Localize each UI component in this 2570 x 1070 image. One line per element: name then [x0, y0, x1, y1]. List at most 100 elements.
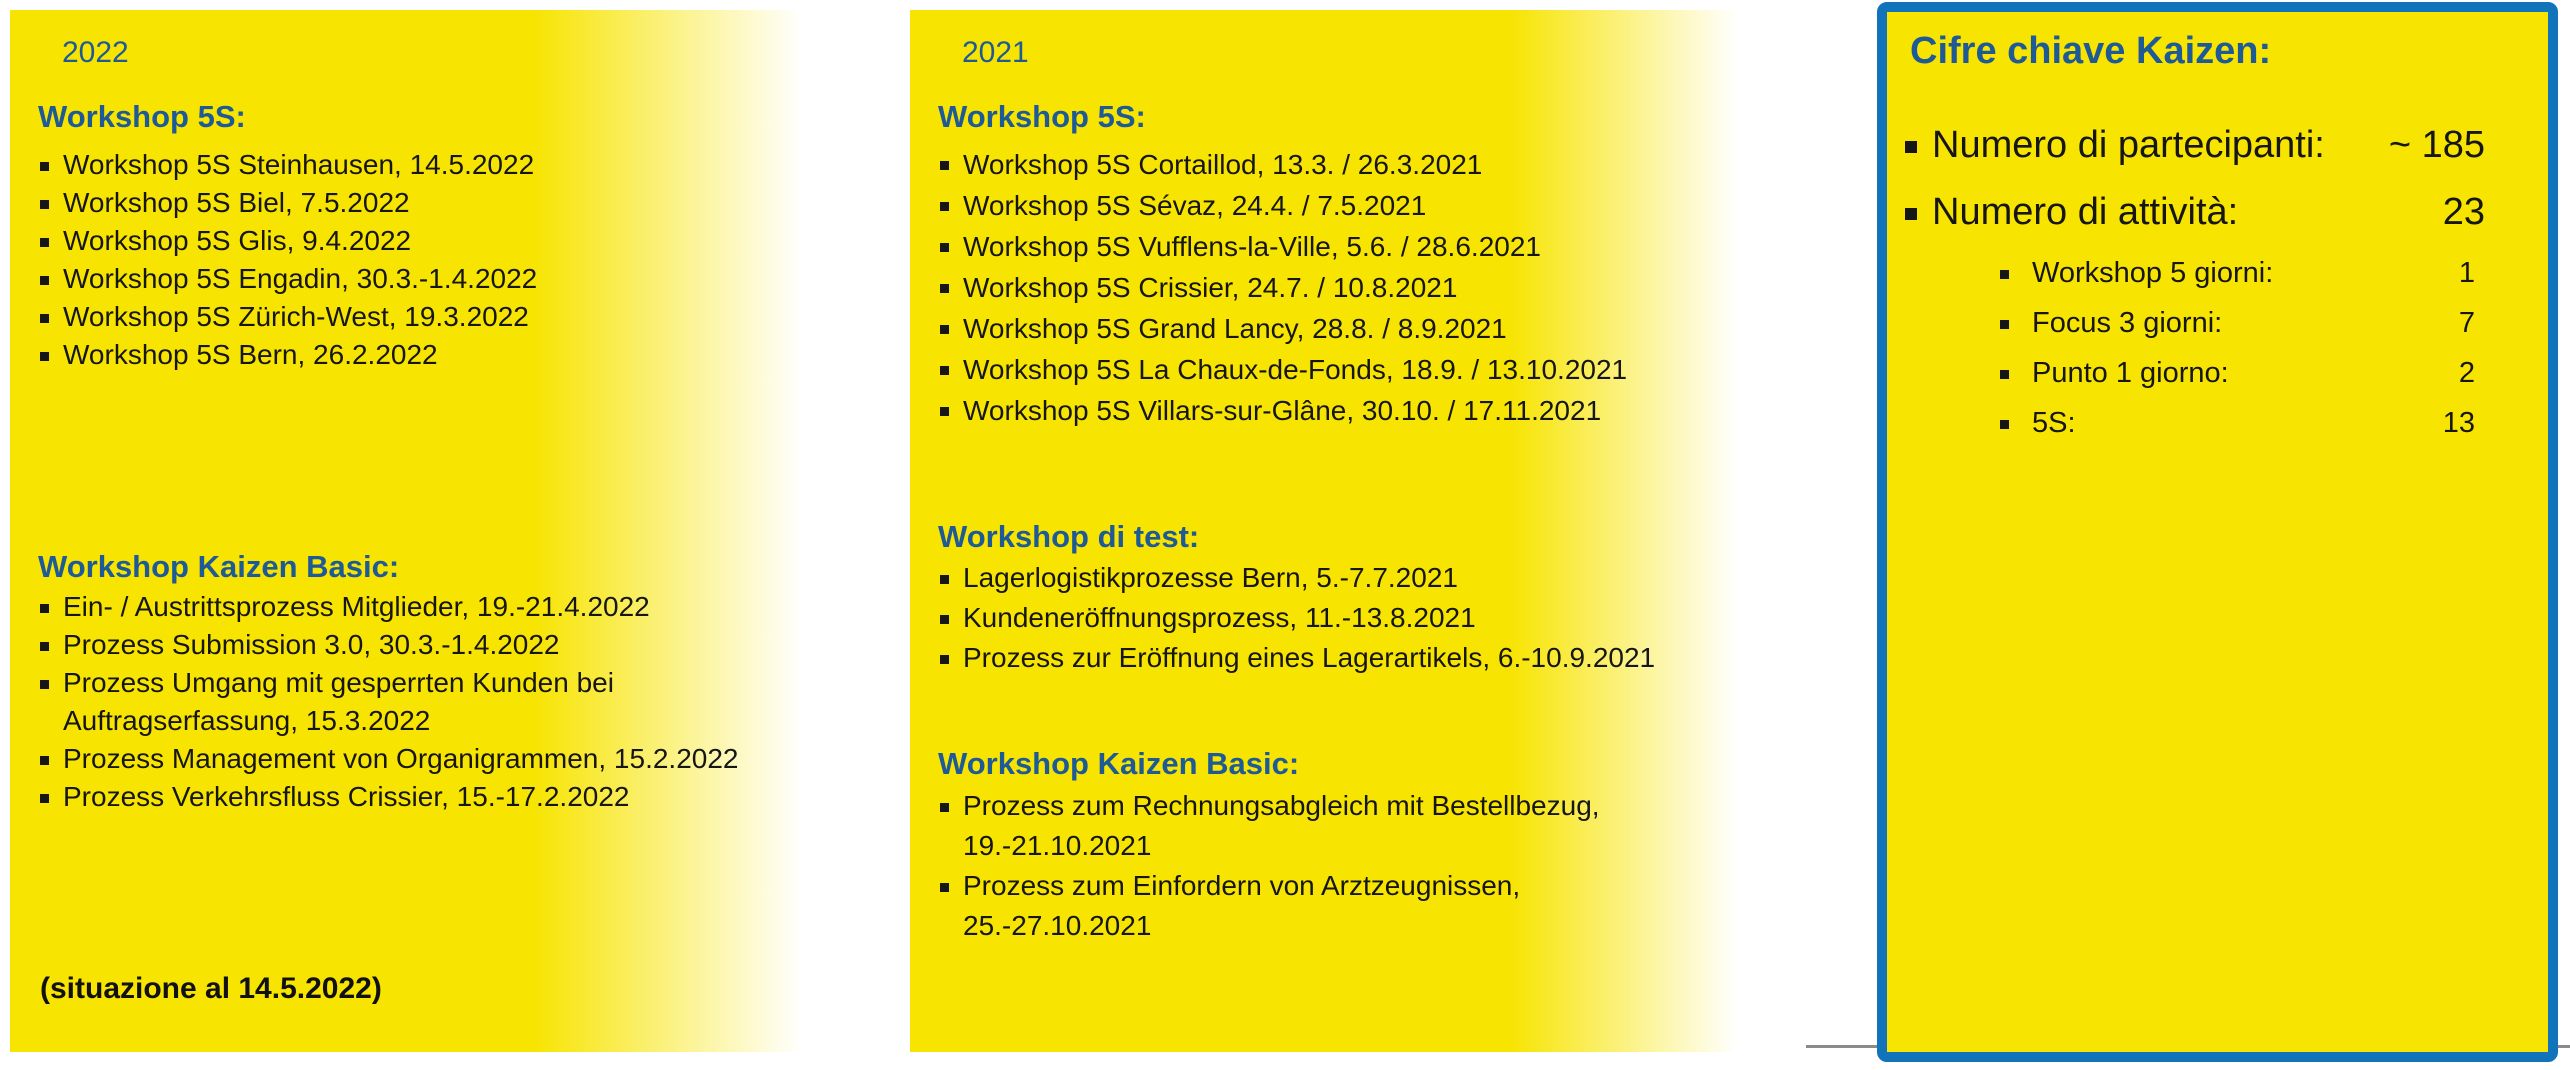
bullet-square-icon: [940, 366, 949, 375]
list-item-continuation: Auftragserfassung, 15.3.2022: [40, 702, 739, 740]
list-item: Workshop 5S Cortaillod, 13.3. / 26.3.202…: [940, 144, 1627, 185]
list-item-text: Prozess zum Rechnungsabgleich mit Bestel…: [963, 790, 1600, 821]
list-item: Workshop 5S Crissier, 24.7. / 10.8.2021: [940, 267, 1627, 308]
bullet-square-icon: [40, 351, 49, 361]
bullet-square-icon: [940, 284, 949, 293]
list-item-text: Prozess zum Einfordern von Arztzeugnisse…: [963, 870, 1521, 901]
list-item-text: Workshop 5S Bern, 26.2.2022: [63, 339, 438, 370]
bullet-square-icon: [40, 275, 49, 285]
kaizen-subrow-punto-1-giorno: Punto 1 giorno: 2: [2000, 355, 2475, 391]
list-item: Prozess Verkehrsfluss Crissier, 15.-17.2…: [40, 778, 739, 816]
list-item-text: Prozess zur Eröffnung eines Lagerartikel…: [963, 642, 1656, 673]
bullet-square-icon: [1905, 140, 1917, 153]
list-item-text: Workshop 5S Crissier, 24.7. / 10.8.2021: [963, 271, 1458, 303]
row-label: Focus 3 giorni:: [2032, 306, 2223, 339]
list-item-text: Workshop 5S Glis, 9.4.2022: [63, 225, 412, 256]
list-item: Prozess Management von Organigrammen, 15…: [40, 740, 739, 778]
bullet-square-icon: [40, 679, 49, 689]
list-item-text: Kundeneröffnungsprozess, 11.-13.8.2021: [963, 602, 1476, 633]
list-item: Workshop 5S Biel, 7.5.2022: [40, 184, 537, 222]
row-value: 13: [2442, 406, 2475, 439]
section-heading-workshop-di-test: Workshop di test:: [938, 519, 1200, 554]
kaizen-row-participants: Numero di partecipanti: ~ 185: [1905, 122, 2485, 168]
bullet-square-icon: [2000, 319, 2009, 329]
section-heading-workshop-5s: Workshop 5S:: [938, 99, 1146, 134]
row-value: ~ 185: [2388, 123, 2485, 166]
list-item: Prozess Submission 3.0, 30.3.-1.4.2022: [40, 626, 739, 664]
list-item: Prozess zum Rechnungsabgleich mit Bestel…: [940, 786, 1600, 826]
test-workshop-list-2021: Lagerlogistikprozesse Bern, 5.-7.7.2021 …: [940, 558, 1655, 678]
list-item-text: Workshop 5S Vufflens-la-Ville, 5.6. / 28…: [963, 230, 1541, 262]
bullet-square-icon: [40, 793, 49, 803]
list-item-text: Prozess Management von Organigrammen, 15…: [63, 743, 739, 774]
bullet-square-icon: [940, 574, 949, 584]
list-item: Workshop 5S Steinhausen, 14.5.2022: [40, 146, 537, 184]
row-value: 7: [2458, 306, 2475, 339]
bullet-square-icon: [1905, 207, 1917, 220]
list-item: Workshop 5S Grand Lancy, 28.8. / 8.9.202…: [940, 308, 1627, 349]
bullet-square-icon: [940, 654, 949, 664]
list-item: Prozess Umgang mit gesperrten Kunden bei: [40, 664, 739, 702]
list-item-text: Prozess Verkehrsfluss Crissier, 15.-17.2…: [63, 781, 630, 812]
list-item: Kundeneröffnungsprozess, 11.-13.8.2021: [940, 598, 1655, 638]
footnote: (situazione al 14.5.2022): [40, 972, 382, 1005]
list-item: Workshop 5S Glis, 9.4.2022: [40, 222, 537, 260]
kaizen-summary-box: Cifre chiave Kaizen: Numero di partecipa…: [1877, 2, 2558, 1062]
workshop-5s-list-2021: Workshop 5S Cortaillod, 13.3. / 26.3.202…: [940, 144, 1627, 431]
bullet-square-icon: [940, 325, 949, 334]
list-item-continuation: 19.-21.10.2021: [940, 826, 1600, 866]
row-value: 1: [2458, 256, 2475, 289]
section-heading-kaizen-basic: Workshop Kaizen Basic:: [38, 549, 400, 584]
list-item-text: Workshop 5S Engadin, 30.3.-1.4.2022: [63, 263, 538, 294]
kaizen-subrow-focus-3-giorni: Focus 3 giorni: 7: [2000, 305, 2475, 341]
list-item-text: Lagerlogistikprozesse Bern, 5.-7.7.2021: [963, 562, 1458, 593]
list-item: Workshop 5S Villars-sur-Glâne, 30.10. / …: [940, 390, 1627, 431]
kaizen-basic-list-2021: Prozess zum Rechnungsabgleich mit Bestel…: [940, 786, 1600, 946]
list-item-text: Workshop 5S Grand Lancy, 28.8. / 8.9.202…: [963, 312, 1507, 344]
bullet-square-icon: [940, 614, 949, 624]
list-item: Workshop 5S Engadin, 30.3.-1.4.2022: [40, 260, 537, 298]
list-item: Workshop 5S Zürich-West, 19.3.2022: [40, 298, 537, 336]
row-label: Workshop 5 giorni:: [2032, 256, 2274, 289]
row-value: 23: [2442, 190, 2485, 233]
bullet-square-icon: [940, 243, 949, 252]
row-label: Punto 1 giorno:: [2032, 356, 2229, 389]
kaizen-subrow-workshop-5-giorni: Workshop 5 giorni: 1: [2000, 255, 2475, 291]
list-item-text: Workshop 5S Zürich-West, 19.3.2022: [63, 301, 529, 332]
bullet-square-icon: [40, 755, 49, 765]
list-item: Workshop 5S La Chaux-de-Fonds, 18.9. / 1…: [940, 349, 1627, 390]
list-item: Workshop 5S Vufflens-la-Ville, 5.6. / 28…: [940, 226, 1627, 267]
bullet-square-icon: [2000, 369, 2009, 379]
kaizen-row-activities: Numero di attività: 23: [1905, 189, 2485, 235]
bullet-square-icon: [940, 882, 949, 892]
list-item-continuation: 25.-27.10.2021: [940, 906, 1600, 946]
bullet-square-icon: [40, 313, 49, 323]
row-label: 5S:: [2032, 406, 2076, 439]
list-item-text: Workshop 5S Cortaillod, 13.3. / 26.3.202…: [963, 148, 1483, 180]
bullet-square-icon: [2000, 419, 2009, 429]
workshop-5s-list-2022: Workshop 5S Steinhausen, 14.5.2022 Works…: [40, 146, 537, 374]
list-item-text: Auftragserfassung, 15.3.2022: [63, 705, 431, 736]
list-item: Lagerlogistikprozesse Bern, 5.-7.7.2021: [940, 558, 1655, 598]
list-item-text: 25.-27.10.2021: [963, 910, 1152, 941]
bullet-square-icon: [2000, 269, 2009, 279]
list-item: Workshop 5S Bern, 26.2.2022: [40, 336, 537, 374]
bullet-square-icon: [940, 161, 949, 170]
list-item-text: Ein- / Austrittsprozess Mitglieder, 19.-…: [63, 591, 650, 622]
bullet-square-icon: [40, 237, 49, 247]
row-value: 2: [2458, 356, 2475, 389]
year-label: 2021: [962, 36, 1029, 69]
panel-2022: 2022 Workshop 5S: Workshop 5S Steinhause…: [10, 10, 880, 1052]
bullet-square-icon: [40, 161, 49, 171]
bullet-square-icon: [940, 802, 949, 812]
list-item-text: Workshop 5S La Chaux-de-Fonds, 18.9. / 1…: [963, 353, 1628, 385]
list-item-text: Workshop 5S Sévaz, 24.4. / 7.5.2021: [963, 189, 1427, 221]
list-item-text: 19.-21.10.2021: [963, 830, 1152, 861]
year-label: 2022: [62, 36, 129, 69]
list-item: Prozess zum Einfordern von Arztzeugnisse…: [940, 866, 1600, 906]
bullet-square-icon: [40, 603, 49, 613]
list-item: Ein- / Austrittsprozess Mitglieder, 19.-…: [40, 588, 739, 626]
list-item-text: Prozess Umgang mit gesperrten Kunden bei: [63, 667, 614, 698]
kaizen-basic-list-2022: Ein- / Austrittsprozess Mitglieder, 19.-…: [40, 588, 739, 816]
